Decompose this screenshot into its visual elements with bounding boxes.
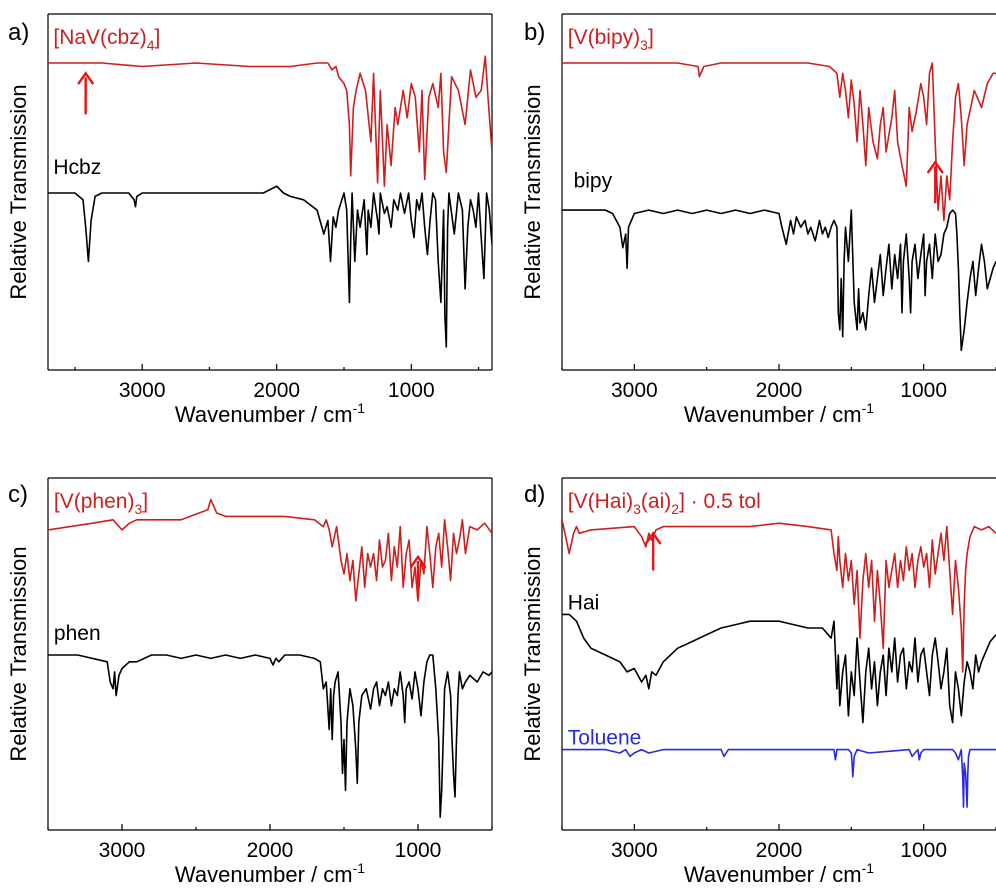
series-label: bipy <box>574 170 613 193</box>
x-tick-label: 3000 <box>611 839 658 862</box>
x-tick-label: 2000 <box>756 379 803 402</box>
peak-arrow <box>927 160 944 204</box>
x-tick-label: 2000 <box>253 379 300 402</box>
panel-b: b) 3000 2000 1000 Wavenumber / cm-1 Relative … <box>520 13 996 427</box>
series-line-bipy <box>562 209 996 352</box>
series-label: [V(phen)3] <box>54 490 148 517</box>
x-tick-label: 3000 <box>611 379 658 402</box>
x-axis-label: Wavenumber / cm-1 <box>175 400 365 427</box>
series-line-phen <box>48 654 492 819</box>
x-tick-label: 1000 <box>900 379 947 402</box>
panel-label: c) <box>8 481 28 508</box>
panel-label: d) <box>524 481 545 508</box>
x-axis-label: Wavenumber / cm-1 <box>684 400 874 427</box>
peak-arrow <box>644 531 662 571</box>
series-label: [V(bipy)3] <box>568 26 654 53</box>
y-axis-label: Relative Transmission <box>6 546 31 761</box>
panel-label: a) <box>8 19 29 46</box>
x-tick-label: 1000 <box>388 379 435 402</box>
y-axis-label: Relative Transmission <box>6 84 31 299</box>
panel-c: c) 3000 2000 1000 Wavenumber / cm-1 Relative … <box>6 477 493 887</box>
peak-arrow <box>409 554 427 598</box>
panel-label: b) <box>524 19 545 46</box>
series-label: Hai <box>568 591 600 614</box>
y-axis-label: Relative Transmission <box>520 84 545 299</box>
panel-a: a) 3000 2000 1000 Wavenumber / cm-1 Relative … <box>6 13 493 427</box>
series-label: [V(Hai)3(ai)2] · 0.5 tol <box>568 490 761 517</box>
series-label: Hcbz <box>53 156 101 179</box>
series-line-vphen <box>48 498 492 602</box>
x-tick-label: 1000 <box>395 839 442 862</box>
series-label: Toluene <box>568 727 642 750</box>
series-line-hai <box>562 613 996 724</box>
series-label: [NaV(cbz)4] <box>53 26 160 53</box>
x-tick-label: 2000 <box>756 839 803 862</box>
series-line-vhai <box>562 519 996 673</box>
y-axis-label: Relative Transmission <box>520 546 545 761</box>
series-label: phen <box>54 622 101 645</box>
series-line-navcbz <box>48 55 492 187</box>
x-tick-label: 3000 <box>119 379 166 402</box>
series-line-vbipy <box>562 62 996 222</box>
x-axis-label: Wavenumber / cm-1 <box>684 860 874 887</box>
x-tick-label: 2000 <box>247 839 294 862</box>
peak-arrow <box>77 71 94 115</box>
series-line-toluene <box>562 748 996 808</box>
x-axis-label: Wavenumber / cm-1 <box>175 860 365 887</box>
x-tick-label: 3000 <box>99 839 146 862</box>
panel-d: d) 3000 2000 1000 Wavenumber / cm-1 Relative … <box>520 477 996 887</box>
x-tick-label: 1000 <box>900 839 947 862</box>
series-line-hcbz <box>48 185 492 348</box>
